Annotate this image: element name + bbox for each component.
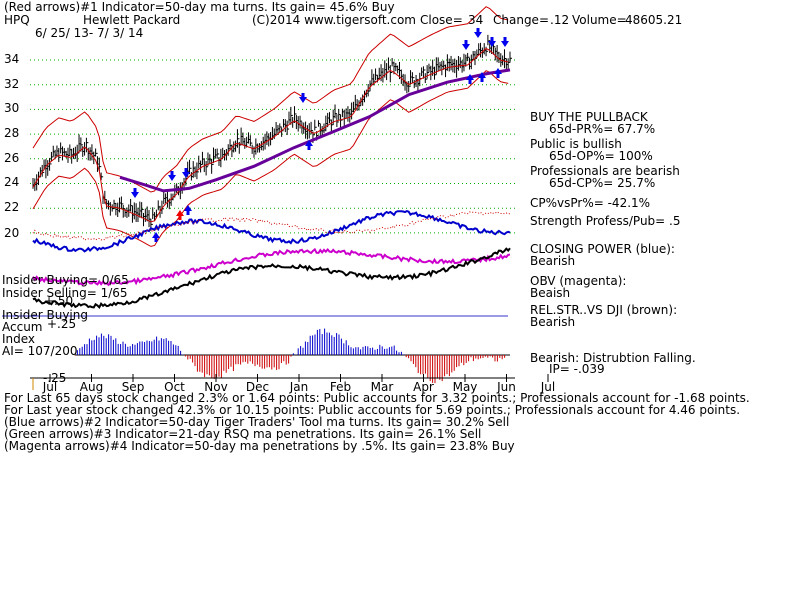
rel-str-line bbox=[32, 247, 511, 309]
accum-label: Accum bbox=[2, 320, 43, 334]
y-tick-label: 34 bbox=[4, 52, 20, 66]
y-tick-label: 28 bbox=[4, 126, 20, 140]
change-label: Change= bbox=[493, 13, 549, 27]
y-tick-label: 30 bbox=[4, 101, 20, 115]
rel-str-label: REL.STR..VS DJI (brown): bbox=[530, 303, 678, 317]
footer-line-2: For Last year stock changed 42.3% or 10.… bbox=[4, 403, 741, 417]
public-bullish-label: Public is bullish bbox=[530, 137, 622, 151]
x-tick-label: Aug bbox=[80, 380, 103, 394]
pr-label: 65d-PR%= 67.7% bbox=[549, 122, 656, 136]
closing-power-line bbox=[32, 210, 511, 253]
sell-arrow bbox=[488, 37, 496, 47]
sell-arrow bbox=[462, 40, 470, 50]
footer-line-1: For Last 65 days stock changed 2.3% or 1… bbox=[4, 391, 750, 405]
x-tick-label: Mar bbox=[371, 380, 394, 394]
accum-scale-low: -.25 bbox=[43, 371, 67, 385]
x-tick-label: May bbox=[453, 380, 478, 394]
copyright-label: (C)2014 www.tigersoft.com bbox=[252, 13, 416, 27]
x-tick-label: Oct bbox=[164, 380, 185, 394]
buy-arrow bbox=[466, 74, 474, 84]
volume-value: 48605.21 bbox=[625, 13, 683, 27]
sell-arrow bbox=[168, 171, 176, 181]
buy-pullback-label: BUY THE PULLBACK bbox=[530, 110, 648, 124]
x-tick-label: Apr bbox=[413, 380, 434, 394]
x-tick-label: Dec bbox=[246, 380, 269, 394]
pros-bearish-label: Professionals are bearish bbox=[530, 164, 680, 178]
sell-arrow bbox=[474, 28, 482, 38]
closing-power-value: Bearish bbox=[530, 254, 576, 268]
x-tick-label: Nov bbox=[204, 380, 227, 394]
x-tick-label: Jan bbox=[289, 380, 309, 394]
close-label: Close= bbox=[420, 13, 463, 27]
accum-scale-mid: +.25 bbox=[47, 317, 77, 331]
ai-label: AI= 107/200 bbox=[2, 344, 78, 358]
cpvspr-label: CP%vsPr%= -42.1% bbox=[530, 196, 651, 210]
y-tick-label: 32 bbox=[4, 77, 20, 91]
insider-buying-label: Insider Buying= 0/65 bbox=[2, 273, 129, 287]
buy-arrow bbox=[478, 72, 486, 82]
y-tick-label: 24 bbox=[4, 175, 20, 189]
insider-selling-label: Insider Selling= 1/65 bbox=[2, 286, 128, 300]
distribution-label: Bearish: Distrubtion Falling. bbox=[530, 351, 696, 365]
closing-power-label: CLOSING POWER (blue): bbox=[530, 242, 675, 256]
closing-power-ma bbox=[32, 211, 511, 242]
index-label: Index bbox=[2, 332, 36, 346]
x-tick-label: Jul bbox=[540, 380, 555, 394]
ip-label: IP= -.039 bbox=[549, 362, 605, 376]
obv-value: Beaish bbox=[530, 286, 571, 300]
cp-label: 65d-CP%= 25.7% bbox=[549, 176, 656, 190]
short-ma bbox=[32, 47, 509, 223]
y-tick-label: 22 bbox=[4, 200, 20, 214]
ma50-line bbox=[119, 68, 511, 193]
sell-arrow bbox=[299, 93, 307, 103]
close-value: 34 bbox=[468, 13, 484, 27]
x-tick-label: Feb bbox=[330, 380, 351, 394]
footer-line-5: (Magenta arrows)#4 Indicator=50-day ma p… bbox=[4, 439, 515, 453]
rel-str-value: Bearish bbox=[530, 315, 576, 329]
lower-band bbox=[32, 70, 509, 247]
buy-arrow bbox=[494, 68, 502, 78]
obv-label: OBV (magenta): bbox=[530, 274, 627, 288]
insider-buying-short: Insider Buying bbox=[2, 308, 88, 322]
indicator-1-label: (Red arrows)#1 Indicator=50-day ma turns… bbox=[4, 0, 395, 14]
x-tick-label: Jul bbox=[42, 380, 57, 394]
buy-arrow bbox=[305, 140, 313, 150]
obv-line bbox=[32, 247, 511, 287]
date-range: 6/ 25/ 13- 7/ 3/ 14 bbox=[35, 26, 144, 40]
buy-arrow bbox=[152, 232, 160, 242]
sell-arrow bbox=[501, 37, 509, 47]
buy-arrow bbox=[184, 205, 192, 215]
footer-line-4: (Green arrows)#3 Indicator=21-day RSQ ma… bbox=[4, 427, 482, 441]
company-name: Hewlett Packard bbox=[83, 13, 181, 27]
ticker-label: HPQ bbox=[4, 13, 30, 27]
strength-label: Strength Profess/Pub= .5 bbox=[530, 214, 681, 228]
x-tick-label: Jun bbox=[496, 380, 516, 394]
footer-line-3: (Blue arrows)#2 Indicator=50-day Tiger T… bbox=[4, 415, 510, 429]
sell-arrow bbox=[131, 188, 139, 198]
buy-arrow bbox=[176, 210, 184, 220]
accum-scale-top: +.50 bbox=[44, 294, 74, 308]
change-value: .12 bbox=[550, 13, 570, 27]
upper-band bbox=[32, 6, 509, 193]
sell-arrow bbox=[182, 168, 190, 178]
volume-label: Volume= bbox=[572, 13, 627, 27]
x-tick-label: Sep bbox=[122, 380, 145, 394]
y-tick-label: 26 bbox=[4, 151, 20, 165]
op-label: 65d-OP%= 100% bbox=[549, 149, 653, 163]
y-tick-label: 20 bbox=[4, 226, 20, 240]
